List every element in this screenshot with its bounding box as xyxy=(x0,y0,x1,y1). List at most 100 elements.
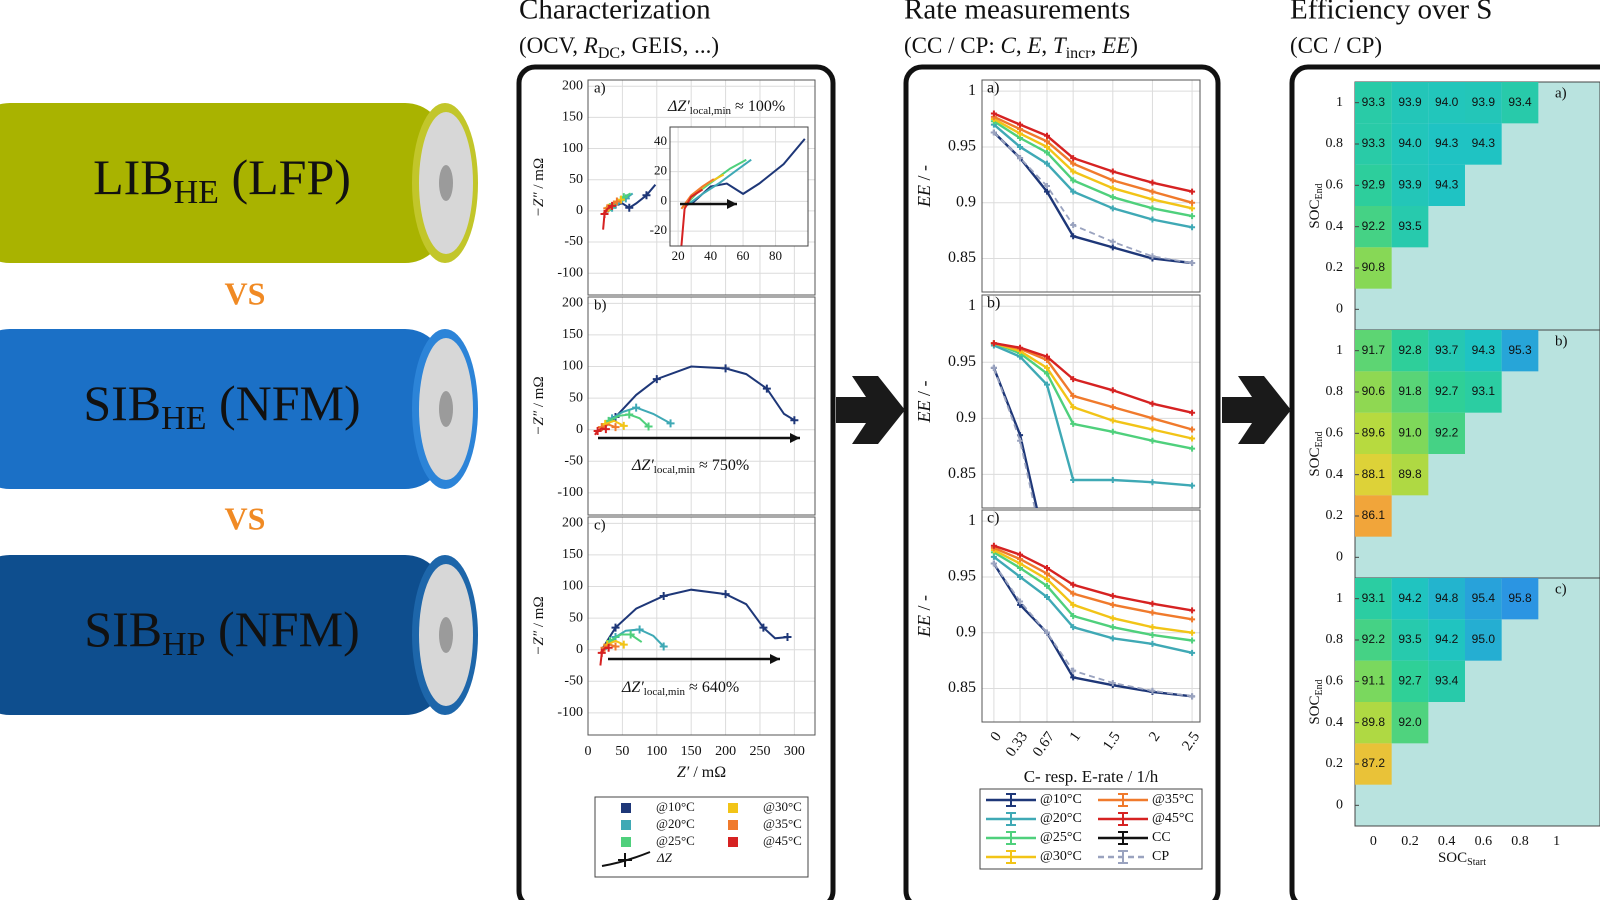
y-axis-label: −Z″ / mΩ xyxy=(531,376,547,435)
annotation-arrowhead xyxy=(770,654,780,664)
marker xyxy=(1149,437,1156,444)
marker xyxy=(1109,476,1116,483)
marker xyxy=(1109,238,1116,245)
series-line xyxy=(993,367,1036,508)
panel-label: a) xyxy=(594,80,606,96)
x-tick-label: 150 xyxy=(681,744,702,759)
marker xyxy=(1070,476,1077,483)
marker xyxy=(1149,188,1156,195)
marker xyxy=(1189,435,1196,442)
cell-value-label: 94.3 xyxy=(1435,178,1459,192)
cell-value-label: 94.2 xyxy=(1398,591,1422,605)
panel-label: b) xyxy=(987,295,1000,312)
marker xyxy=(759,623,768,632)
heatmap-cell xyxy=(1501,82,1539,124)
marker xyxy=(1044,364,1050,371)
cell-rest: (NFM) xyxy=(206,375,360,431)
annotation-part: ΔZ′ xyxy=(621,679,644,696)
cell-value-label: 95.0 xyxy=(1472,632,1496,646)
marker xyxy=(1017,437,1024,444)
cell-value-label: 92.2 xyxy=(1435,426,1459,440)
y-tick-label: 1 xyxy=(968,512,976,529)
inset-x-tick-label: 20 xyxy=(672,248,685,263)
legend-errorbar xyxy=(1006,831,1016,845)
x-axis-label-part: SOC xyxy=(1438,850,1467,866)
heatmap-cell xyxy=(1355,454,1392,496)
y-tick-label: 0 xyxy=(576,642,583,657)
cell-value-label: 94.8 xyxy=(1435,591,1459,605)
marker xyxy=(1109,615,1116,622)
marker xyxy=(1044,570,1050,577)
inset-y-tick-label: 0 xyxy=(661,192,668,207)
arrow xyxy=(836,376,905,444)
y-tick-label: -100 xyxy=(557,485,583,500)
marker xyxy=(1149,196,1156,203)
heatmap-cell xyxy=(1355,495,1392,537)
arrow xyxy=(1222,376,1291,444)
heatmap-cell xyxy=(1355,247,1392,289)
heatmap-cell xyxy=(1465,82,1502,124)
y-axis-label-part: / - xyxy=(914,595,934,615)
marker xyxy=(1109,177,1116,184)
heatmap-cell xyxy=(1465,330,1502,372)
panel-subtitle-part: C xyxy=(1001,33,1017,58)
heatmap-cell xyxy=(1501,330,1539,372)
heatmap-cell xyxy=(1355,206,1392,248)
marker xyxy=(1149,179,1156,186)
heatmap-cell xyxy=(1501,578,1539,620)
inset-y-tick-label: -20 xyxy=(650,222,667,237)
cell-value-label: 92.0 xyxy=(1398,715,1422,729)
marker xyxy=(593,426,602,435)
marker xyxy=(1189,616,1196,623)
y-tick-label: 150 xyxy=(562,547,583,562)
marker xyxy=(1017,121,1024,128)
y-tick-label: 200 xyxy=(562,78,583,93)
y-axis-label-part: SOC xyxy=(1307,199,1323,228)
annotation-part: ΔZ′ xyxy=(667,98,690,115)
cell-value-label: 91.8 xyxy=(1398,384,1422,398)
panel-subtitle-part: , xyxy=(1016,33,1028,58)
marker xyxy=(1044,132,1050,139)
heatmap-cell xyxy=(1428,619,1465,661)
marker xyxy=(1189,213,1196,220)
legend-label: CP xyxy=(1152,849,1169,864)
y-tick-label: 0.6 xyxy=(1326,674,1344,689)
x-tick-label: 200 xyxy=(715,744,736,759)
heatmap-cell xyxy=(1355,702,1392,744)
marker xyxy=(611,623,620,632)
y-axis-label-part: / mΩ xyxy=(531,158,547,192)
marker xyxy=(611,423,620,432)
marker xyxy=(1149,253,1156,260)
marker xyxy=(1109,679,1116,686)
axis-box xyxy=(587,516,816,736)
legend-label: @35°C xyxy=(763,816,802,831)
series-group xyxy=(597,588,792,666)
x-tick-label: 0.6 xyxy=(1475,834,1493,849)
y-tick-label: 50 xyxy=(569,172,583,187)
legend-label: @20°C xyxy=(656,816,695,831)
y-tick-label: 0 xyxy=(576,203,583,218)
panel-subtitle-part: incr xyxy=(1066,45,1092,62)
marker xyxy=(762,384,771,393)
panel-subtitle-part: ) xyxy=(1130,33,1138,58)
inset-series-line xyxy=(690,138,806,206)
y-axis-label-part: End xyxy=(1314,679,1325,695)
cell-value-label: 93.4 xyxy=(1435,674,1459,688)
marker xyxy=(1017,143,1024,150)
cell-body xyxy=(0,329,445,489)
marker xyxy=(1044,576,1050,583)
cell-value-label: 92.8 xyxy=(1398,343,1422,357)
legend-label: @35°C xyxy=(1152,792,1194,807)
marker xyxy=(612,197,621,206)
y-axis-label: SOCEnd xyxy=(1307,679,1325,724)
panel-label: a) xyxy=(987,80,999,97)
marker xyxy=(1149,205,1156,212)
annotation-part: ΔZ′ xyxy=(631,457,654,474)
marker xyxy=(1070,376,1077,383)
y-axis-label-part: End xyxy=(1314,431,1325,447)
cell-terminal xyxy=(439,617,453,653)
marker xyxy=(1109,194,1116,201)
series-group xyxy=(990,340,1196,508)
panel-label: c) xyxy=(594,517,606,533)
cell-terminal xyxy=(439,391,453,427)
